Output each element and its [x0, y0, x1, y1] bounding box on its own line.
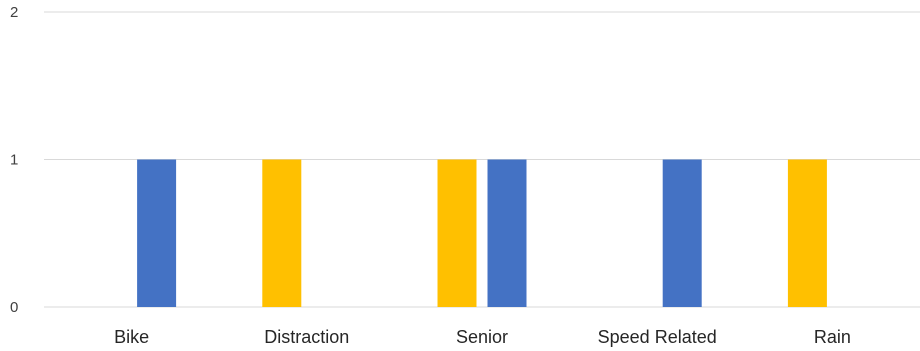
x-axis-category-labels: Bike Distraction Senior Speed Related Rain	[114, 327, 851, 347]
bar-distraction-series-1	[262, 159, 302, 307]
y-tick-label: 0	[10, 299, 18, 316]
x-category-label: Rain	[814, 327, 851, 347]
x-category-label: Bike	[114, 327, 149, 347]
y-axis-tick-labels: 0 1 2	[10, 4, 18, 316]
bar-speed-related-series-2	[662, 159, 702, 307]
bar-rain-series-1	[787, 159, 827, 307]
bar-bike-series-2	[137, 159, 177, 307]
gridlines	[44, 11, 920, 308]
y-tick-label: 1	[10, 152, 18, 169]
x-category-label: Distraction	[264, 327, 349, 347]
x-category-label: Speed Related	[598, 327, 717, 347]
bars	[137, 159, 827, 307]
x-category-label: Senior	[456, 327, 508, 347]
y-tick-label: 2	[10, 4, 18, 21]
bar-senior-series-1	[437, 159, 477, 307]
bar-senior-series-2	[487, 159, 527, 307]
